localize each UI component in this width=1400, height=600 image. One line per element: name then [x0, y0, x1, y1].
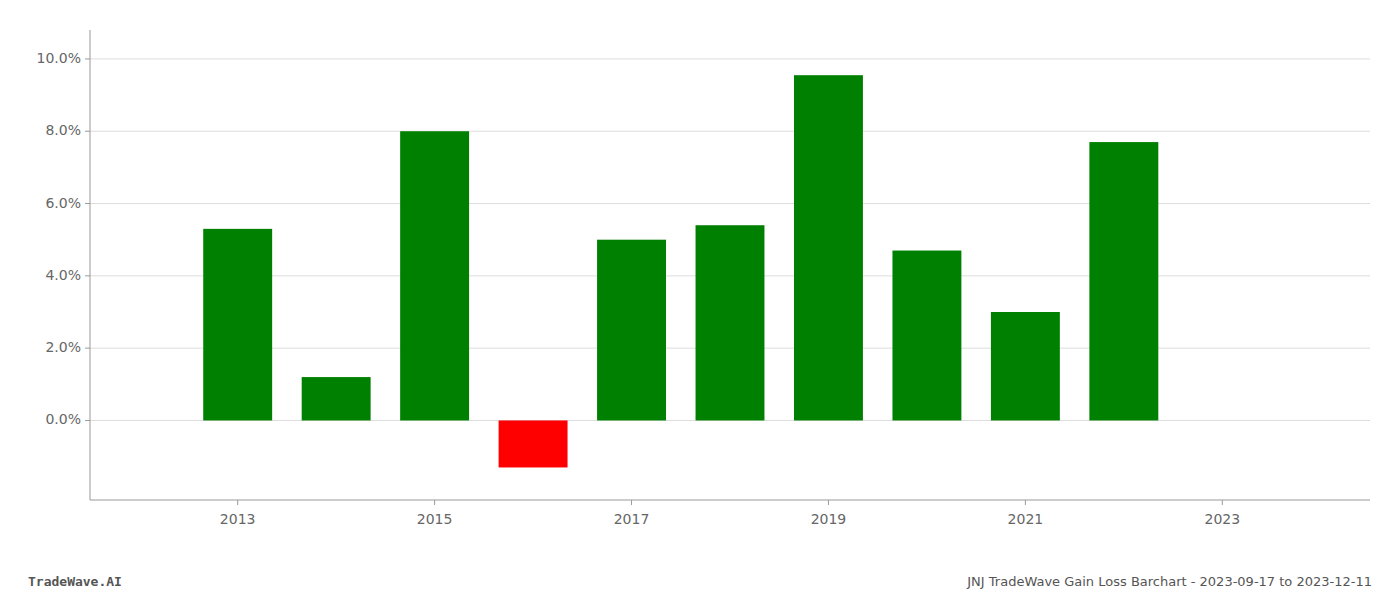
grid-line [90, 203, 1370, 204]
title: JNJ TradeWave Gain Loss Barchart - 2023-… [966, 574, 1372, 589]
x-tick-label: 2015 [417, 511, 453, 527]
chart-svg: 0.0%2.0%4.0%6.0%8.0%10.0%201320152017201… [0, 0, 1400, 600]
bar [1089, 142, 1158, 420]
y-tick [85, 420, 90, 421]
grid [90, 59, 1370, 421]
grid-line [90, 58, 1370, 59]
chart-container: 0.0%2.0%4.0%6.0%8.0%10.0%201320152017201… [0, 0, 1400, 600]
x-axis: 2013 2015 2017 2019 2021 2023 [90, 500, 1370, 527]
x-tick [631, 500, 632, 505]
y-tick [85, 131, 90, 132]
x-tick [1222, 500, 1223, 505]
x-tick [237, 500, 238, 505]
bar [794, 75, 863, 420]
bar [696, 225, 765, 420]
bar [597, 240, 666, 421]
bar [400, 131, 469, 420]
y-tick-label: 6.0% [45, 195, 81, 211]
x-tick-label: 2017 [614, 511, 650, 527]
x-tick-label: 2019 [811, 511, 847, 527]
x-tick-label: 2021 [1008, 511, 1044, 527]
y-tick [85, 348, 90, 349]
y-axis: 0.0% 2.0% 4.0% 6.0% 8.0% 10.0% [37, 30, 90, 500]
x-axis-line [90, 500, 1370, 501]
y-tick-label: 10.0% [37, 50, 81, 66]
x-tick [828, 500, 829, 505]
x-tick [434, 500, 435, 505]
bar [499, 420, 568, 467]
grid-line [90, 131, 1370, 132]
y-axis-line [90, 30, 91, 500]
bar [302, 377, 371, 420]
bars [203, 75, 1158, 467]
y-tick-label: 0.0% [45, 411, 81, 427]
bar [203, 229, 272, 421]
x-tick-label: 2023 [1204, 511, 1240, 527]
y-tick-label: 2.0% [45, 339, 81, 355]
x-tick [1025, 500, 1026, 505]
y-tick-label: 8.0% [45, 122, 81, 138]
y-tick [85, 203, 90, 204]
x-tick-label: 2013 [220, 511, 256, 527]
y-tick-label: 4.0% [45, 267, 81, 283]
y-tick [85, 58, 90, 59]
y-tick [85, 275, 90, 276]
bar [991, 312, 1060, 420]
watermark: TradeWave.AI [28, 574, 122, 589]
bar [892, 251, 961, 421]
